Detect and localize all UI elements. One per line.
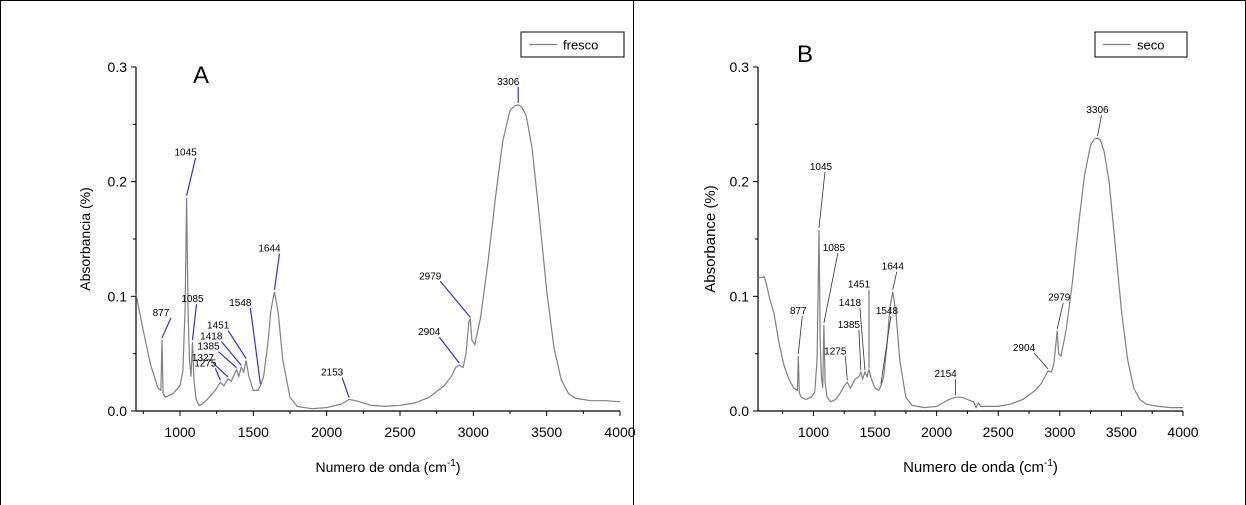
peak-callout-line [220,341,242,366]
peak-callout-line [858,329,862,371]
x-tick-label: 2000 [921,424,952,440]
x-tick-label: 1500 [238,424,269,440]
peak-label: 1327 [192,353,215,364]
peak-label: 2153 [321,368,344,379]
peak-callout-line [212,362,229,378]
frame-left [0,0,1,505]
peak-callout-line [273,253,281,290]
x-tick-label: 2500 [384,424,415,440]
peak-label: 1548 [876,306,899,317]
y-tick-label: 0.2 [730,174,750,190]
peak-label: 1275 [824,346,847,357]
peak-callout-line [1033,352,1049,370]
x-tick-label: 4000 [604,424,635,440]
x-tick-label: 2000 [311,424,342,440]
x-tick-label: 4000 [1167,424,1198,440]
peak-label: 1451 [848,280,871,291]
peak-callout-line [818,171,826,228]
peak-label: 1045 [810,162,833,173]
peak-callout-line [249,307,261,384]
peak-callout-line [439,280,471,318]
peak-label: 3306 [497,77,520,88]
legend-label: fresco [563,38,598,53]
x-tick-label: 3500 [531,424,562,440]
peak-label: 3306 [1086,105,1109,116]
peak-callout-line [186,157,197,196]
series-line-fresco [135,104,621,410]
panel-label: A [193,62,209,89]
panel-label: B [797,41,813,68]
peak-label: 1418 [839,298,862,309]
peak-callout-line [227,330,247,359]
x-axis-title: Numero de onda (cm-1) [315,458,460,475]
peak-callout-line [823,252,839,324]
peak-label: 1644 [882,262,905,273]
peak-label: 877 [790,306,807,317]
peak-label: 1548 [229,298,252,309]
peak-label: 1385 [197,342,220,353]
peak-label: 1085 [823,243,846,254]
peak-label: 1385 [838,320,861,331]
y-tick-label: 0.1 [730,288,750,304]
x-tick-label: 1500 [859,424,890,440]
peak-label: 1275 [194,358,217,369]
peak-label: 877 [153,308,170,319]
peak-callout-line [1056,302,1064,329]
series-line-seco [757,137,1183,409]
y-tick-label: 0.1 [108,288,128,304]
peak-label: 2979 [1048,293,1071,304]
peak-label: 2154 [934,369,957,380]
x-tick-label: 1000 [798,424,829,440]
y-tick-label: 0.3 [108,59,128,75]
peak-callout-line [844,356,848,381]
peak-callout-line [218,351,237,369]
y-tick-label: 0.0 [730,403,750,419]
peak-label: 1045 [174,148,197,159]
y-axis-title: Absorbancia (%) [77,187,93,291]
chart-panel-B: 1000 1500 2000 2500 3000 3500 4000 0.0 0.1 0.2 0.3… [702,31,1199,476]
frame-top [0,0,1246,1]
x-tick-label: 2500 [983,424,1014,440]
x-tick-label: 3000 [1044,424,1075,440]
x-tick-label: 1000 [164,424,195,440]
peak-label: 1085 [181,294,204,305]
peak-label: 2904 [418,327,441,338]
peak-callout-line [161,317,172,339]
peak-label: 2979 [419,271,442,282]
peak-callout-line [191,304,198,341]
frame-divider [633,0,634,505]
peak-label: 2904 [1013,343,1036,354]
peak-label: 1418 [200,331,223,342]
peak-callout-line [797,315,803,355]
peak-callout-line [1097,115,1102,137]
x-tick-label: 3000 [458,424,489,440]
peak-callout-line [214,368,221,381]
peak-callout-line [438,336,460,364]
x-tick-label: 3500 [1106,424,1137,440]
y-axis-title: Absorbance (%) [702,185,719,293]
peak-callout-line [880,315,892,384]
peak-label: 1644 [258,244,281,255]
peak-callout-line [892,271,898,290]
y-tick-label: 0.3 [730,59,750,75]
x-axis-title: Numero de onda (cm-1) [903,458,1058,476]
y-tick-label: 0.2 [108,174,128,190]
chart-panel-A: 1000 1500 2000 2500 3000 3500 4000 0.0 0.1 0.2 0.3… [77,31,636,475]
peak-callout-line [859,307,866,371]
peak-label: 1451 [207,321,230,332]
y-tick-label: 0.0 [108,403,128,419]
legend-label: seco [1137,38,1164,53]
peak-callout-line [341,377,350,398]
